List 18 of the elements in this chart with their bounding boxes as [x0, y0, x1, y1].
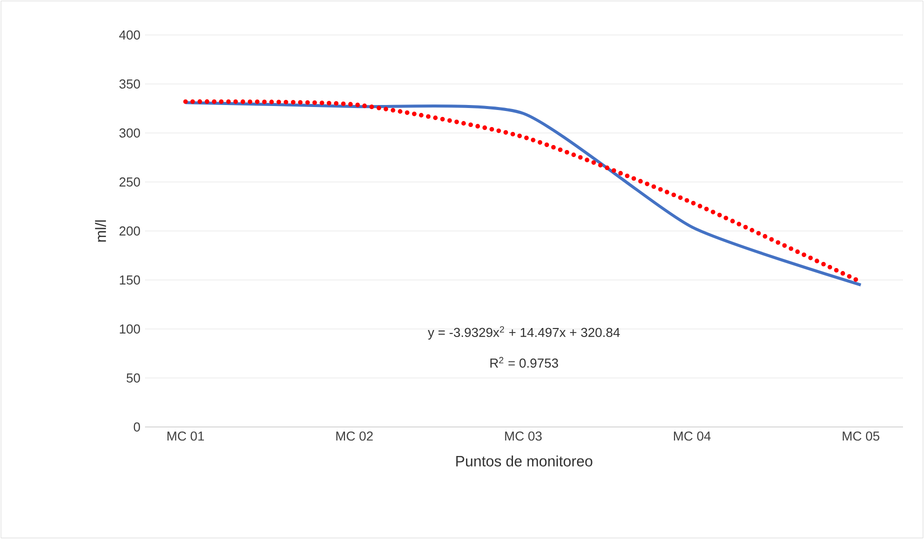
- annotation: R$^{2}$ = 0.9753: [490, 356, 558, 368]
- y-tick-label: 150: [120, 275, 140, 285]
- x-tick-label: MC 01: [168, 431, 204, 441]
- y-tick-label: 200: [120, 226, 140, 236]
- y-tick-label: 250: [120, 177, 140, 187]
- x-tick-label: MC 05: [842, 431, 880, 441]
- y-tick-label: 0: [134, 422, 140, 432]
- x-tick-label: MC 04: [674, 431, 711, 441]
- y-tick-label: 100: [120, 324, 140, 334]
- y-tick-label: 350: [119, 79, 140, 89]
- x-tick-label: MC 02: [336, 431, 373, 441]
- y-axis-title: ml/l: [95, 220, 106, 242]
- y-tick-label: 50: [126, 373, 140, 383]
- annotation: y = -3.9329x$^{2}$ + 14.497x + 320.84: [428, 326, 620, 340]
- y-tick-label: 300: [119, 128, 140, 138]
- x-axis-title: Puntos de monitoreo: [456, 456, 592, 466]
- y-tick-label: 400: [119, 30, 140, 40]
- x-tick-label: MC 03: [505, 431, 542, 441]
